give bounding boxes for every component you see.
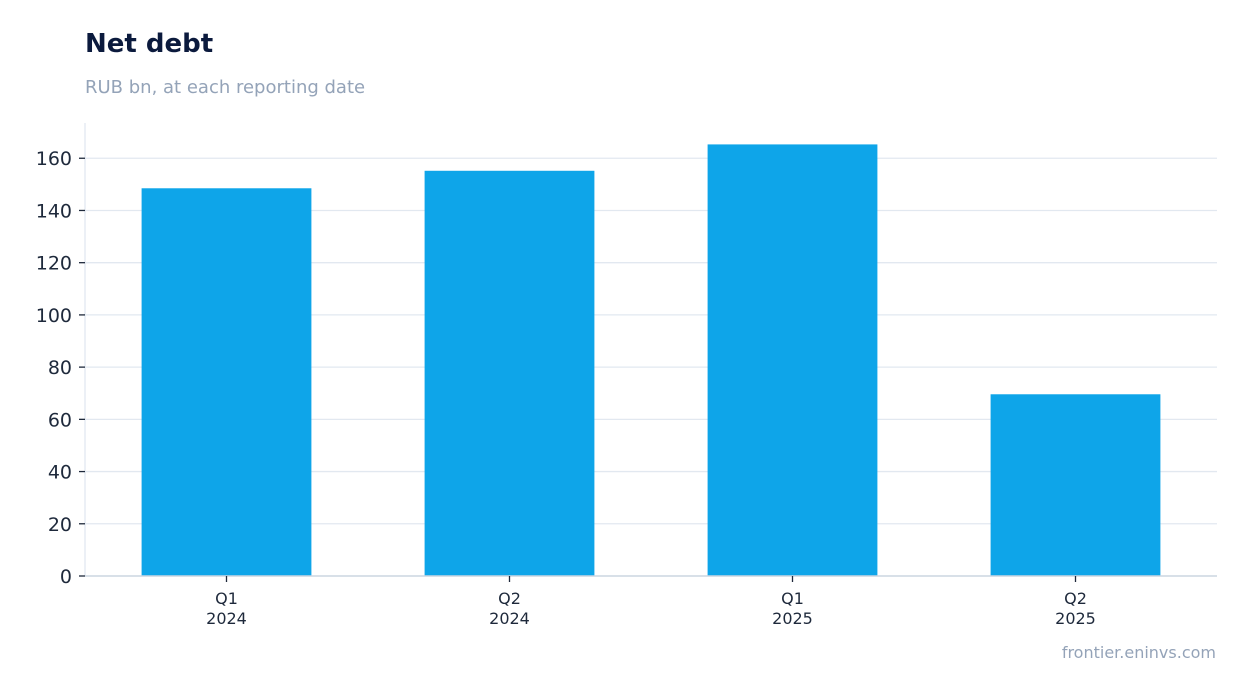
y-tick-label: 140 (36, 200, 72, 222)
bar (707, 144, 878, 577)
y-tick-label: 80 (48, 357, 72, 379)
x-tick-label: Q1 (781, 589, 804, 608)
x-tick-label: 2024 (489, 609, 530, 628)
x-tick-label: 2025 (1055, 609, 1096, 628)
y-tick-label: 0 (60, 566, 72, 588)
y-tick-label: 20 (48, 514, 72, 536)
chart-title: Net debt (85, 29, 214, 59)
bar (424, 170, 595, 577)
source-credit: frontier.eninvs.com (1061, 643, 1216, 662)
axes (84, 123, 1217, 577)
x-tick-label: 2024 (206, 609, 247, 628)
y-tick-label: 100 (36, 305, 72, 327)
x-tick-label: Q2 (1064, 589, 1087, 608)
bar (141, 188, 312, 576)
y-tick-label: 60 (48, 409, 72, 431)
x-tick-label: Q1 (215, 589, 238, 608)
chart-subtitle: RUB bn, at each reporting date (85, 77, 366, 98)
y-axis-ticks: 0 20 40 60 80 100 120 140 160 (36, 148, 85, 588)
bars (141, 144, 1161, 577)
y-tick-label: 160 (36, 148, 72, 170)
y-tick-label: 120 (36, 253, 72, 275)
y-tick-label: 40 (48, 462, 72, 484)
x-tick-label: 2025 (772, 609, 813, 628)
bar (990, 394, 1161, 576)
x-tick-label: Q2 (498, 589, 521, 608)
